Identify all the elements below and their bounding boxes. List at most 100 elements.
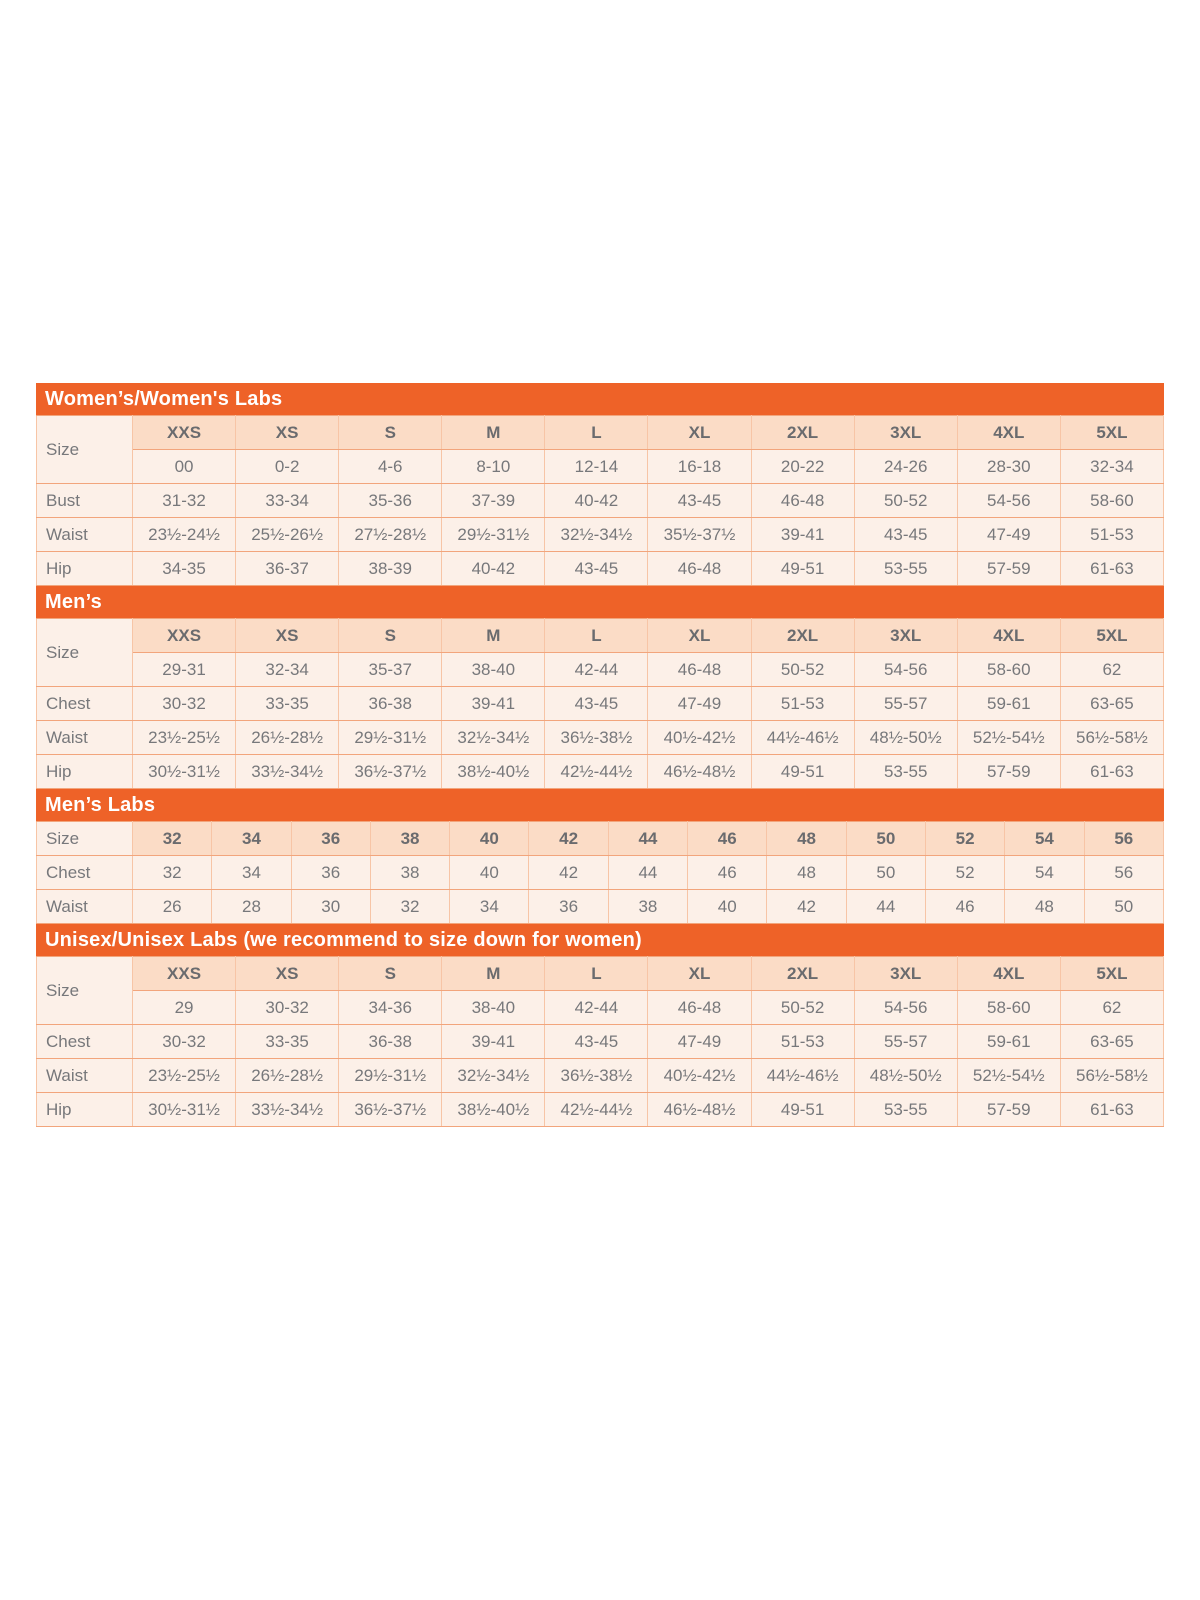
size-header-cell: XL [647,618,752,653]
size-value-cell: 44½-46½ [750,720,855,755]
size-value-cell: 56 [1083,855,1165,890]
size-value-cell: 36-37 [235,551,340,586]
size-value-cell: 26½-28½ [235,720,340,755]
size-value-cell: 31-32 [131,483,237,518]
size-header-cell: 32 [131,821,213,856]
table-row: Size 32 34 36 38 40 42 44 46 48 50 52 54 56 [36,821,1165,856]
size-number-cell: 28-30 [956,449,1061,484]
size-value-cell: 34-35 [131,551,237,586]
size-value-cell: 51-53 [1059,517,1165,552]
size-value-cell: 32½-34½ [441,720,546,755]
size-value-cell: 23½-24½ [131,517,237,552]
size-value-cell: 46½-48½ [647,1092,752,1127]
row-label-cell: Chest [36,686,133,721]
size-label-cell: Size [36,415,133,484]
size-value-cell: 63-65 [1059,1024,1165,1059]
size-number-cell: 46-48 [647,990,752,1025]
size-grid: Size 32 34 36 38 40 42 44 46 48 50 52 54 56 Chest 32 34 3… [36,821,1165,924]
size-header-cell: 5XL [1059,415,1165,450]
table-row: Bust 31-32 33-34 35-36 37-39 40-42 43-45 46-48 5… [36,483,1165,518]
size-number-cell: 38-40 [441,652,546,687]
size-number-cell: 58-60 [956,652,1061,687]
size-header-cell: XS [235,618,340,653]
size-header-cell: L [544,618,649,653]
size-label-cell: Size [36,956,133,1025]
size-header-cell: 2XL [750,618,855,653]
size-value-cell: 25½-26½ [235,517,340,552]
size-value-cell: 43-45 [544,551,649,586]
size-value-cell: 40-42 [544,483,649,518]
size-value-cell: 61-63 [1059,1092,1165,1127]
size-header-cell: XS [235,415,340,450]
table-row: 00 0-2 4-6 8-10 12-14 16-18 20-22 24-26 28-30 32-… [37,449,1165,484]
size-header-cell: 42 [528,821,609,856]
size-value-cell: 53-55 [853,1092,958,1127]
size-header-cell: 44 [607,821,689,856]
size-number-cell: 32-34 [235,652,340,687]
row-label-cell: Bust [36,483,133,518]
size-header-cell: 38 [369,821,451,856]
size-value-cell: 42 [528,855,609,890]
row-label-cell: Hip [36,1092,133,1127]
size-value-cell: 23½-25½ [131,1058,237,1093]
size-value-cell: 29½-31½ [338,1058,443,1093]
size-value-cell: 40-42 [441,551,546,586]
size-number-cell: 42-44 [544,652,649,687]
size-number-cell: 29-31 [131,652,237,687]
size-value-cell: 52 [924,855,1006,890]
size-value-cell: 33½-34½ [235,1092,340,1127]
table-row: 29-31 32-34 35-37 38-40 42-44 46-48 50-52 54-56… [37,652,1165,687]
size-value-cell: 49-51 [750,551,855,586]
size-value-cell: 47-49 [956,517,1061,552]
size-header-cell: XXS [131,956,237,991]
size-table: Men’s Size XXS XS S M L XL 2XL 3XL 4XL 5XL 29-31 32-3… [36,586,1165,789]
size-value-cell: 36-38 [338,686,443,721]
size-value-cell: 26 [131,889,213,924]
size-value-cell: 38½-40½ [441,1092,546,1127]
row-label-cell: Hip [36,754,133,789]
size-value-cell: 30 [290,889,371,924]
size-value-cell: 59-61 [956,1024,1061,1059]
size-value-cell: 29½-31½ [441,517,546,552]
size-number-cell: 34-36 [338,990,443,1025]
size-value-cell: 36 [290,855,371,890]
size-value-cell: 42 [766,889,847,924]
row-label-cell: Waist [36,889,133,924]
size-value-cell: 32½-34½ [544,517,649,552]
size-value-cell: 44½-46½ [750,1058,855,1093]
size-value-cell: 46½-48½ [647,754,752,789]
table-row: Size XXS XS S M L XL 2XL 3XL 4XL 5XL [36,956,1165,1025]
size-value-cell: 63-65 [1059,686,1165,721]
size-table: Men’s Labs Size 32 34 36 38 40 42 44 46 48 50 52 54 56… [36,789,1165,924]
table-row: Waist 23½-25½ 26½-28½ 29½-31½ 32½-34½ 36½-38½… [36,1058,1165,1093]
size-header-cell: XS [235,956,340,991]
size-header-cell: XXS [131,415,237,450]
table-row: Chest 30-32 33-35 36-38 39-41 43-45 47-49 51-53… [36,686,1165,721]
size-number-cell: 0-2 [235,449,340,484]
row-label-cell: Waist [36,517,133,552]
size-header-cell: 2XL [750,956,855,991]
size-header-cell: S [338,956,443,991]
size-header-cell: M [441,415,546,450]
size-value-cell: 49-51 [750,754,855,789]
size-value-cell: 43-45 [544,686,649,721]
size-header-cell: S [338,415,443,450]
size-value-cell: 42½-44½ [544,1092,649,1127]
size-value-cell: 33-35 [235,686,340,721]
size-header-cell: M [441,618,546,653]
size-value-cell: 59-61 [956,686,1061,721]
table-row: Size XXS XS S M L XL 2XL 3XL 4XL 5XL [36,415,1165,484]
size-number-cell: 58-60 [956,990,1061,1025]
size-chart: Women’s/Women's Labs Size XXS XS S M L XL 2XL 3XL… [36,383,1165,1127]
table-title: Men’s [36,586,1164,618]
size-value-cell: 26½-28½ [235,1058,340,1093]
size-value-cell: 50-52 [853,483,958,518]
row-label-cell: Hip [36,551,133,586]
size-number-cell: 24-26 [853,449,958,484]
size-number-cell: 62 [1059,990,1165,1025]
size-value-cell: 38 [607,889,689,924]
size-value-cell: 43-45 [647,483,752,518]
size-header-cell: 3XL [853,956,958,991]
size-number-cell: 12-14 [544,449,649,484]
size-value-cell: 39-41 [750,517,855,552]
